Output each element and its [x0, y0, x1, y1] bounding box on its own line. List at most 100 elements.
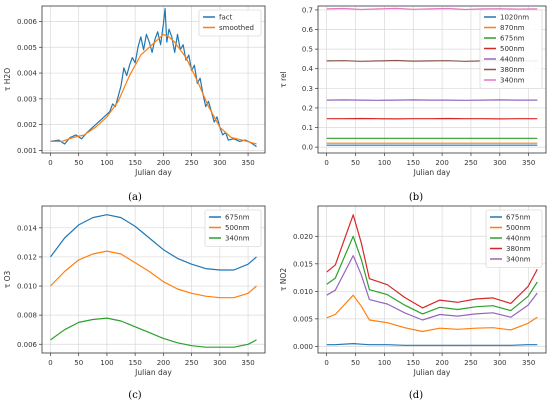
x-tick-label: 200	[435, 159, 448, 167]
series-line-675nm	[50, 214, 257, 271]
y-tick-label: 0.5	[302, 46, 313, 54]
legend-label: 1020nm	[500, 14, 529, 22]
y-tick-label: 0.005	[293, 315, 313, 323]
y-tick-label: 0.008	[17, 312, 37, 320]
x-tick-label: 300	[213, 359, 226, 367]
y-tick-label: 0.004	[17, 70, 38, 78]
y-tick-label: 0.014	[17, 224, 38, 232]
legend-label: fact	[219, 14, 233, 22]
x-tick-label: 150	[128, 159, 141, 167]
legend-label: 340nm	[506, 256, 531, 264]
x-tick-label: 250	[185, 159, 198, 167]
legend-label: 440nm	[506, 235, 531, 243]
y-tick-label: 0.6	[302, 26, 314, 34]
series-line-500nm	[50, 250, 257, 299]
y-tick-label: 0.0	[302, 144, 313, 152]
x-tick-label: 100	[100, 359, 113, 367]
legend-label: 870nm	[500, 24, 525, 32]
x-tick-label: 150	[407, 159, 420, 167]
legend-label: 340nm	[500, 77, 525, 85]
panel-b: 0 50 100 150 200 250 300 350 0.0 0.1 0.2 0.3 0.4 0.5 0…	[279, 5, 547, 177]
y-tick-label: 0.006	[17, 341, 38, 349]
legend-label: 675nm	[506, 214, 531, 222]
x-tick-label: 300	[493, 159, 506, 167]
series-line-smoothed	[50, 33, 257, 145]
series-line-340nm	[50, 317, 257, 348]
y-tick-label: 0.7	[302, 6, 313, 14]
x-axis-label: Julian day	[413, 168, 451, 177]
y-tick-label: 0.002	[17, 121, 37, 129]
legend-label: 500nm	[225, 224, 250, 232]
y-tick-label: 0.2	[302, 104, 313, 112]
x-tick-label: 200	[157, 359, 170, 367]
legend-label: 500nm	[500, 45, 525, 53]
x-tick-label: 300	[213, 159, 226, 167]
y-tick-label: 0.005	[17, 44, 37, 52]
x-tick-label: 50	[351, 159, 360, 167]
x-tick-label: 100	[378, 359, 391, 367]
series-line-380nm	[326, 214, 538, 309]
y-axis-label: τ H2O	[3, 68, 12, 91]
y-tick-label: 0.000	[293, 343, 313, 351]
axes-frame	[41, 205, 266, 354]
x-tick-label: 100	[378, 159, 391, 167]
axes-frame	[317, 5, 547, 154]
x-tick-label: 350	[241, 159, 254, 167]
series-line-440nm	[326, 235, 538, 315]
x-tick-label: 50	[74, 159, 83, 167]
y-tick-label: 0.001	[17, 147, 37, 155]
y-tick-label: 0.1	[302, 124, 313, 132]
x-tick-label: 350	[241, 359, 254, 367]
x-tick-label: 250	[464, 159, 477, 167]
x-tick-label: 50	[74, 359, 83, 367]
caption-c: (c)	[128, 390, 142, 401]
y-axis-label: τ O3	[3, 270, 12, 288]
legend-label: 440nm	[500, 56, 525, 64]
y-tick-label: 0.003	[17, 95, 37, 103]
x-tick-label: 350	[522, 159, 535, 167]
x-tick-label: 0	[324, 159, 328, 167]
x-axis-label: Julian day	[134, 368, 172, 377]
x-tick-label: 150	[407, 359, 420, 367]
x-tick-label: 0	[48, 159, 52, 167]
series-line-fact	[50, 8, 257, 148]
series-line-500nm	[326, 294, 538, 333]
y-tick-label: 0.015	[293, 260, 313, 268]
x-axis-label: Julian day	[413, 368, 451, 377]
x-tick-label: 250	[185, 359, 198, 367]
series-line-340nm	[326, 255, 538, 321]
caption-b: (b)	[409, 192, 423, 203]
y-tick-label: 0.010	[293, 288, 313, 296]
x-tick-label: 250	[464, 359, 477, 367]
x-tick-label: 200	[157, 159, 170, 167]
x-tick-label: 300	[493, 359, 506, 367]
x-tick-label: 350	[522, 359, 535, 367]
panel-d: 0 50 100 150 200 250 300 350 0.000 0.005 0.010 0.01…	[279, 205, 547, 377]
y-axis-label: τ rel	[279, 71, 288, 88]
x-tick-label: 100	[100, 159, 113, 167]
panel-c: 0 50 100 150 200 250 300 350 0.006 0.008 0.010 0.01…	[3, 205, 266, 377]
legend-label: 500nm	[506, 224, 531, 232]
series-line-675nm	[326, 343, 538, 346]
y-tick-label: 0.020	[293, 233, 313, 241]
x-tick-label: 0	[324, 359, 328, 367]
legend-label: 380nm	[506, 245, 531, 253]
caption-d: (d)	[409, 390, 423, 401]
axes-frame	[317, 205, 547, 354]
x-axis-label: Julian day	[134, 168, 172, 177]
axes-frame	[41, 5, 266, 154]
series-line-340nm	[326, 7, 538, 11]
legend	[485, 209, 543, 268]
x-tick-label: 0	[48, 359, 52, 367]
legend-label: 340nm	[225, 235, 250, 243]
legend-label: 675nm	[500, 35, 525, 43]
y-tick-label: 0.3	[302, 85, 313, 93]
panel-a: 0 50 100 150 200 250 300 350 0.001 0.002 0.003 0.00…	[3, 5, 266, 177]
y-tick-label: 0.012	[17, 253, 37, 261]
caption-a: (a)	[128, 192, 142, 203]
legend-label: 675nm	[225, 214, 250, 222]
y-axis-label: τ NO2	[279, 268, 288, 291]
y-tick-label: 0.006	[17, 18, 38, 26]
y-tick-label: 0.4	[302, 65, 314, 73]
